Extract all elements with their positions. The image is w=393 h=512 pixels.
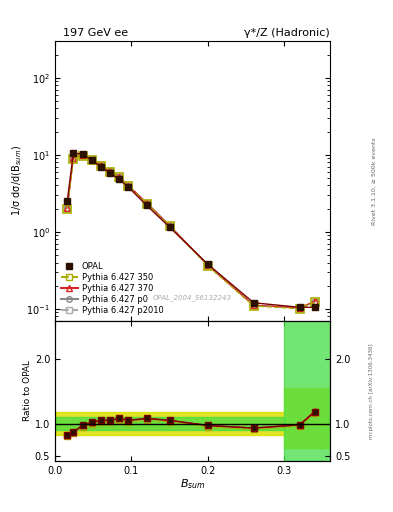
Text: mcplots.cern.ch [arXiv:1306.3436]: mcplots.cern.ch [arXiv:1306.3436] [369,343,374,439]
Text: γ*/Z (Hadronic): γ*/Z (Hadronic) [244,28,330,38]
Legend: OPAL, Pythia 6.427 350, Pythia 6.427 370, Pythia 6.427 p0, Pythia 6.427 p2010: OPAL, Pythia 6.427 350, Pythia 6.427 370… [59,260,165,317]
Text: 197 GeV ee: 197 GeV ee [63,28,128,38]
Text: Rivet 3.1.10, ≥ 500k events: Rivet 3.1.10, ≥ 500k events [372,137,377,225]
Y-axis label: 1/σ dσ/d(B$_{sum}$): 1/σ dσ/d(B$_{sum}$) [10,145,24,217]
Y-axis label: Ratio to OPAL: Ratio to OPAL [23,360,32,421]
Text: OPAL_2004_S6132243: OPAL_2004_S6132243 [153,294,232,301]
X-axis label: $B_{sum}$: $B_{sum}$ [180,477,206,491]
